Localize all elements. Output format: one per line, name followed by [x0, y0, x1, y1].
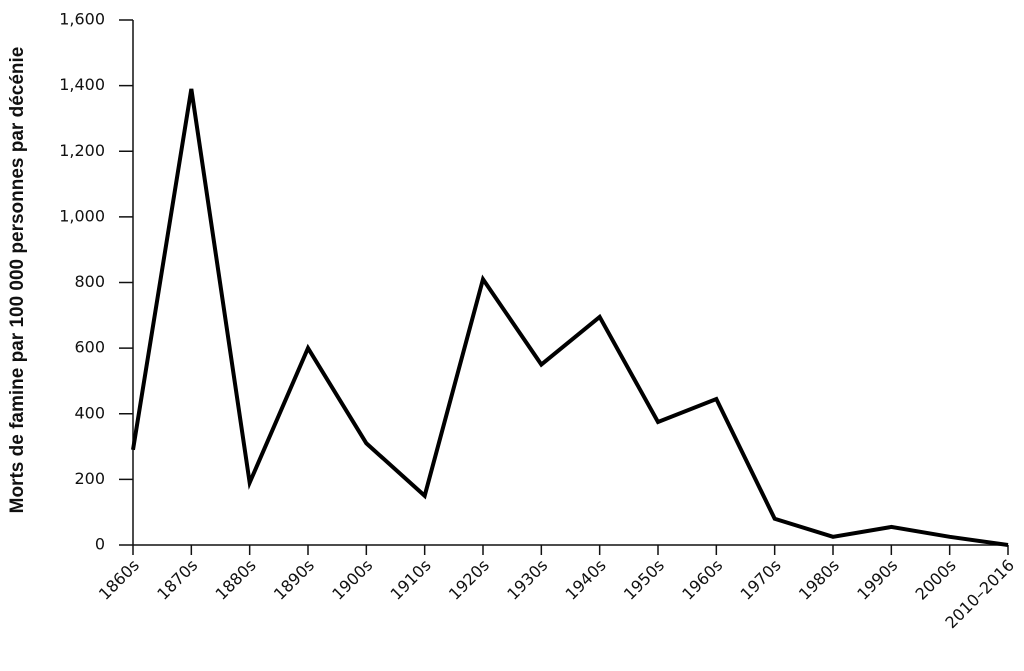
y-tick-label: 400 — [74, 403, 105, 422]
x-tick-label: 1900s — [328, 556, 376, 604]
x-tick-label: 1990s — [853, 556, 901, 604]
y-tick-label: 200 — [74, 469, 105, 488]
y-tick-label: 0 — [95, 535, 105, 554]
y-tick-label: 1,600 — [59, 10, 105, 29]
x-tick-label: 1930s — [503, 556, 551, 604]
x-tick-label: 1940s — [562, 556, 610, 604]
x-tick-label: 1890s — [270, 556, 318, 604]
y-tick-label: 1,000 — [59, 206, 105, 225]
x-tick-label: 1880s — [212, 556, 260, 604]
x-tick-label: 1870s — [153, 556, 201, 604]
x-tick-label: 2000s — [912, 556, 960, 604]
x-tick-label: 1920s — [445, 556, 493, 604]
data-line — [131, 88, 1009, 547]
x-tick-label: 1960s — [678, 556, 726, 604]
x-tick-label: 1970s — [737, 556, 785, 604]
x-tick-label: 1950s — [620, 556, 668, 604]
x-tick-label: 1910s — [387, 556, 435, 604]
y-tick-label: 1,400 — [59, 75, 105, 94]
y-tick-label: 600 — [74, 338, 105, 357]
x-tick-label: 1980s — [795, 556, 843, 604]
y-axis-label: Morts de famine par 100 000 personnes pa… — [7, 47, 28, 514]
x-tick-label: 1860s — [95, 556, 143, 604]
y-tick-label: 1,200 — [59, 141, 105, 160]
y-tick-label: 800 — [74, 272, 105, 291]
